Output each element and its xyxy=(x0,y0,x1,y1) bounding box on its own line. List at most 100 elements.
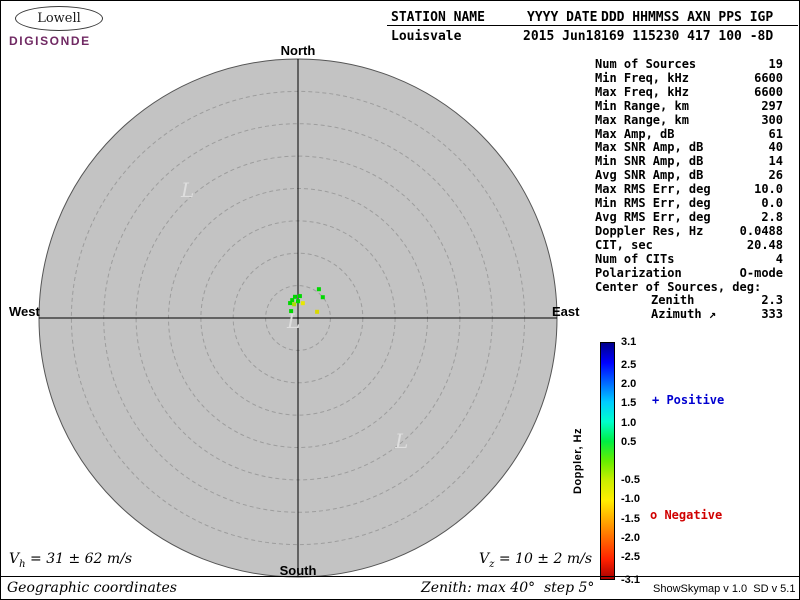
stat-row: Max Freq, kHz 6600 xyxy=(595,84,783,100)
lowell-oval-icon: Lowell xyxy=(15,6,103,31)
source-point xyxy=(320,295,325,300)
stat-row: Min Freq, kHz 6600 xyxy=(595,70,783,86)
stat-label: Avg RMS Err, deg xyxy=(595,209,711,224)
header-divider xyxy=(387,25,798,26)
stat-row: Max Amp, dB 61 xyxy=(595,126,783,142)
stat-value: 10.0 xyxy=(754,182,783,197)
vh-subscript: h xyxy=(19,558,26,570)
coordinates-mode-label: Geographic coordinates xyxy=(7,580,177,596)
stat-value: 14 xyxy=(768,154,783,169)
vh-symbol: V xyxy=(9,551,20,567)
stat-row: Min Range, km 297 xyxy=(595,98,783,114)
stat-label: Avg SNR Amp, dB xyxy=(595,168,704,183)
source-points xyxy=(288,287,325,314)
stat-row: Avg RMS Err, deg 2.8 xyxy=(595,209,783,225)
stat-label: Max SNR Amp, dB xyxy=(595,140,704,155)
stat-row: Azimuth ↗ 333 xyxy=(595,307,783,322)
stat-label: Doppler Res, Hz xyxy=(595,223,704,238)
source-point xyxy=(292,302,297,307)
zenith-range-note: Zenith: max 40° step 5° xyxy=(421,580,595,596)
stat-label: CIT, sec xyxy=(595,237,653,252)
stat-row: Avg SNR Amp, dB 26 xyxy=(595,168,783,183)
stat-label: Num of Sources xyxy=(595,57,697,71)
compass-south-label: South xyxy=(279,563,317,578)
source-point xyxy=(297,294,302,299)
source-point xyxy=(290,298,295,303)
stat-label: Zenith xyxy=(651,293,695,308)
stat-value: 20.48 xyxy=(746,237,783,252)
negative-doppler-legend: o Negative xyxy=(650,508,723,522)
stat-row: Min RMS Err, deg 0.0 xyxy=(595,196,783,211)
source-point xyxy=(293,294,297,299)
source-point xyxy=(288,301,293,306)
compass-north-label: North xyxy=(280,43,316,58)
watermark-L-icon: L xyxy=(286,309,300,333)
stat-value: 40 xyxy=(768,140,783,155)
measurement-stats-panel: Num of Sources 19 Min Freq, kHz 6600 Max F… xyxy=(595,57,783,322)
compass-east-label: East xyxy=(552,304,580,319)
doppler-axis-label: Doppler, Hz xyxy=(572,428,584,495)
stat-label: Max Amp, dB xyxy=(595,126,675,141)
horizontal-velocity-readout: Vh = 31 ± 62 m/s xyxy=(9,551,132,570)
stat-value: 0.0 xyxy=(761,196,783,211)
source-point xyxy=(289,309,294,314)
stat-label: Min SNR Amp, dB xyxy=(595,154,704,169)
stat-label: Min Range, km xyxy=(595,98,689,113)
stat-value: 61 xyxy=(768,126,783,141)
stat-row: Max RMS Err, deg 10.0 xyxy=(595,182,783,197)
watermark-L-icon: L xyxy=(180,178,194,202)
stat-value: O-mode xyxy=(739,265,783,280)
lowell-wordmark: Lowell xyxy=(37,11,81,26)
stat-row: Doppler Res, Hz 0.0488 xyxy=(595,223,783,239)
stat-row-center-of-sources: Center of Sources, deg: xyxy=(595,279,783,295)
stat-row: Max Range, km 300 xyxy=(595,112,783,128)
header-station-value: Louisvale xyxy=(391,29,462,44)
stat-row: Num of CITs 4 xyxy=(595,251,783,267)
footer-divider xyxy=(1,576,799,577)
stat-value: 26 xyxy=(768,168,783,183)
stat-label: Min RMS Err, deg xyxy=(595,196,711,211)
source-point xyxy=(316,287,321,292)
vz-subscript: z xyxy=(489,558,495,570)
vz-symbol: V xyxy=(479,551,490,567)
stat-value: 4 xyxy=(775,251,783,266)
vz-value: = 10 ± 2 m/s xyxy=(494,551,593,567)
stat-row: Polarization O-mode xyxy=(595,265,783,281)
vertical-velocity-readout: Vz = 10 ± 2 m/s xyxy=(479,551,592,570)
stat-value: 2.8 xyxy=(761,209,783,224)
header-station-label: STATION NAME xyxy=(391,10,485,25)
header-codes-value: 169 115230 417 100 -8D xyxy=(601,29,774,44)
stat-label: Azimuth ↗ xyxy=(651,307,717,322)
stat-row: Max SNR Amp, dB 40 xyxy=(595,141,783,155)
positive-doppler-legend: + Positive xyxy=(652,393,725,407)
doppler-colorbar xyxy=(600,342,615,580)
stat-value: 297 xyxy=(761,98,783,113)
stat-value: 19 xyxy=(768,57,783,71)
software-version-label: ShowSkymap v 1.0 SD v 5.1 xyxy=(653,583,796,595)
stat-label: Num of CITs xyxy=(595,251,675,266)
stat-row: Num of Sources 19 xyxy=(595,57,783,72)
header-date-value: 2015 Jun18 xyxy=(523,29,602,44)
stat-row: CIT, sec 20.48 xyxy=(595,237,783,253)
stat-row: Zenith 2.3 xyxy=(595,294,783,308)
stat-value: 333 xyxy=(761,307,783,322)
compass-west-label: West xyxy=(9,304,40,319)
stat-label: Max Range, km xyxy=(595,112,689,127)
source-point xyxy=(315,309,320,314)
stat-label: Max RMS Err, deg xyxy=(595,182,711,197)
source-point xyxy=(296,299,300,304)
stat-value: 300 xyxy=(761,112,783,127)
header-date-label: YYYY DATE xyxy=(527,10,598,25)
source-point xyxy=(300,301,305,306)
digisonde-wordmark: DIGISONDE xyxy=(9,34,91,48)
stat-row: Min SNR Amp, dB 14 xyxy=(595,154,783,169)
watermark-L-icon: L xyxy=(394,429,408,453)
stat-value: 6600 xyxy=(754,70,783,85)
stat-label: Polarization xyxy=(595,265,682,280)
stat-label: Center of Sources, deg: xyxy=(595,279,762,294)
lowell-digisonde-logo: Lowell DIGISONDE xyxy=(9,6,103,48)
stat-value: 6600 xyxy=(754,84,783,99)
vh-value: = 31 ± 62 m/s xyxy=(25,551,133,567)
